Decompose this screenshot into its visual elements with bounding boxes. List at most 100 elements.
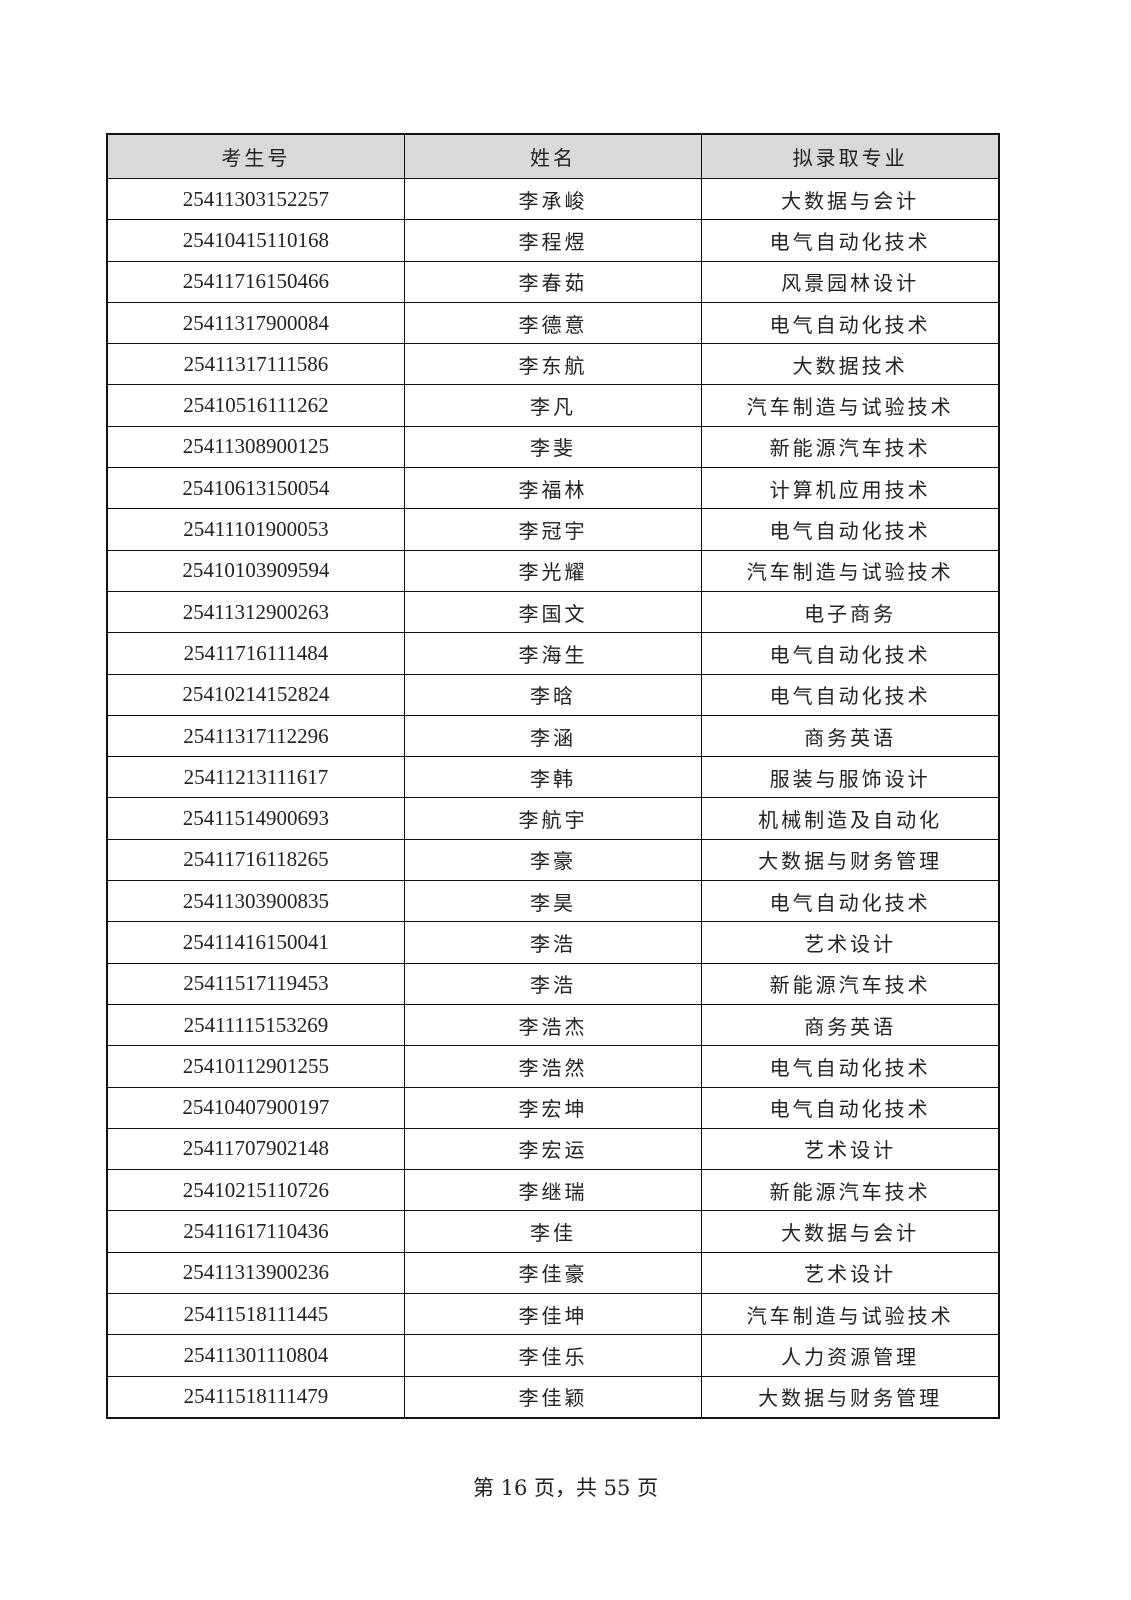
exam-id-cell: 25411101900053	[106, 508, 405, 551]
table-row: 25410103909594 李光耀 汽车制造与试验技术	[106, 549, 1000, 592]
table-row: 25411317112296 李涵 商务英语	[106, 714, 1000, 758]
exam-id-cell: 25411213111617	[106, 756, 405, 799]
exam-id-cell: 25411317111586	[106, 343, 405, 386]
major-cell: 电气自动化技术	[701, 301, 1000, 345]
table-row: 25410415110168 李程煜 电气自动化技术	[106, 219, 1000, 262]
table-row: 25411707902148 李宏运 艺术设计	[106, 1127, 1000, 1171]
major-cell: 电子商务	[701, 590, 1000, 634]
table-row: 25411303152257 李承峻 大数据与会计	[106, 177, 1000, 221]
table-row: 25411213111617 李韩 服装与服饰设计	[106, 756, 1000, 799]
name-cell: 李继瑞	[403, 1169, 703, 1212]
major-cell: 电气自动化技术	[701, 1086, 1000, 1129]
major-cell: 电气自动化技术	[701, 880, 1000, 923]
name-cell: 李涵	[403, 714, 703, 758]
exam-id-cell: 25411517119453	[106, 962, 405, 1005]
name-cell: 李豪	[403, 838, 703, 882]
name-cell: 李光耀	[403, 549, 703, 592]
table-row: 25411518111479 李佳颖 大数据与财务管理	[106, 1375, 1000, 1419]
name-cell: 李佳	[403, 1210, 703, 1253]
exam-id-cell: 25410613150054	[106, 467, 405, 510]
exam-id-cell: 25411514900693	[106, 797, 405, 840]
exam-id-cell: 25410103909594	[106, 549, 405, 592]
major-cell: 计算机应用技术	[701, 467, 1000, 510]
header-name: 姓名	[403, 133, 703, 179]
name-cell: 李宏运	[403, 1127, 703, 1171]
major-cell: 机械制造及自动化	[701, 797, 1000, 840]
table-row: 25411716150466 李春茹 风景园林设计	[106, 260, 1000, 303]
exam-id-cell: 25410214152824	[106, 673, 405, 716]
exam-id-cell: 25411707902148	[106, 1127, 405, 1171]
table-row: 25411617110436 李佳 大数据与会计	[106, 1210, 1000, 1253]
exam-id-cell: 25411518111479	[106, 1375, 405, 1419]
major-cell: 大数据与会计	[701, 177, 1000, 221]
table-row: 25411303900835 李昊 电气自动化技术	[106, 880, 1000, 923]
major-cell: 人力资源管理	[701, 1334, 1000, 1377]
exam-id-cell: 25410112901255	[106, 1045, 405, 1088]
exam-id-cell: 25411317112296	[106, 714, 405, 758]
name-cell: 李韩	[403, 756, 703, 799]
major-cell: 汽车制造与试验技术	[701, 384, 1000, 427]
table-row: 25410215110726 李继瑞 新能源汽车技术	[106, 1169, 1000, 1212]
name-cell: 李航宇	[403, 797, 703, 840]
header-major: 拟录取专业	[701, 133, 1000, 179]
major-cell: 新能源汽车技术	[701, 962, 1000, 1005]
table-row: 25411312900263 李国文 电子商务	[106, 590, 1000, 634]
major-cell: 风景园林设计	[701, 260, 1000, 303]
exam-id-cell: 25411317900084	[106, 301, 405, 345]
exam-id-cell: 25411308900125	[106, 425, 405, 469]
table-row: 25411517119453 李浩 新能源汽车技术	[106, 962, 1000, 1005]
major-cell: 电气自动化技术	[701, 632, 1000, 675]
table-row: 25410112901255 李浩然 电气自动化技术	[106, 1045, 1000, 1088]
major-cell: 艺术设计	[701, 921, 1000, 964]
page-number: 第 16 页，共 55 页	[472, 1476, 659, 1500]
major-cell: 大数据与财务管理	[701, 838, 1000, 882]
major-cell: 艺术设计	[701, 1251, 1000, 1295]
name-cell: 李冠宇	[403, 508, 703, 551]
name-cell: 李浩	[403, 962, 703, 1005]
table-row: 25411317900084 李德意 电气自动化技术	[106, 301, 1000, 345]
major-cell: 艺术设计	[701, 1127, 1000, 1171]
table-row: 25411317111586 李东航 大数据技术	[106, 343, 1000, 386]
header-exam-id: 考生号	[106, 133, 405, 179]
table-row: 25411115153269 李浩杰 商务英语	[106, 1003, 1000, 1047]
major-cell: 大数据与会计	[701, 1210, 1000, 1253]
major-cell: 电气自动化技术	[701, 673, 1000, 716]
exam-id-cell: 25410407900197	[106, 1086, 405, 1129]
exam-id-cell: 25411115153269	[106, 1003, 405, 1047]
major-cell: 新能源汽车技术	[701, 1169, 1000, 1212]
exam-id-cell: 25411716111484	[106, 632, 405, 675]
table-row: 25411301110804 李佳乐 人力资源管理	[106, 1334, 1000, 1377]
major-cell: 汽车制造与试验技术	[701, 549, 1000, 592]
major-cell: 电气自动化技术	[701, 1045, 1000, 1088]
major-cell: 汽车制造与试验技术	[701, 1293, 1000, 1336]
table-row: 25411416150041 李浩 艺术设计	[106, 921, 1000, 964]
table-row: 25411514900693 李航宇 机械制造及自动化	[106, 797, 1000, 840]
table-row: 25410214152824 李晗 电气自动化技术	[106, 673, 1000, 716]
major-cell: 大数据与财务管理	[701, 1375, 1000, 1419]
name-cell: 李凡	[403, 384, 703, 427]
major-cell: 商务英语	[701, 1003, 1000, 1047]
major-cell: 新能源汽车技术	[701, 425, 1000, 469]
exam-id-cell: 25411416150041	[106, 921, 405, 964]
exam-id-cell: 25411313900236	[106, 1251, 405, 1295]
name-cell: 李佳乐	[403, 1334, 703, 1377]
major-cell: 商务英语	[701, 714, 1000, 758]
exam-id-cell: 25411312900263	[106, 590, 405, 634]
exam-id-cell: 25411303152257	[106, 177, 405, 221]
table-row: 25411716118265 李豪 大数据与财务管理	[106, 838, 1000, 882]
name-cell: 李程煜	[403, 219, 703, 262]
name-cell: 李佳豪	[403, 1251, 703, 1295]
major-cell: 大数据技术	[701, 343, 1000, 386]
table-row: 25410516111262 李凡 汽车制造与试验技术	[106, 384, 1000, 427]
table-row: 25410613150054 李福林 计算机应用技术	[106, 467, 1000, 510]
table-row: 25411308900125 李斐 新能源汽车技术	[106, 425, 1000, 469]
name-cell: 李佳颖	[403, 1375, 703, 1419]
name-cell: 李浩杰	[403, 1003, 703, 1047]
admission-table: 考生号 姓名 拟录取专业 25411303152257 李承峻 大数据与会计 2541…	[106, 133, 1000, 1419]
name-cell: 李春茹	[403, 260, 703, 303]
name-cell: 李斐	[403, 425, 703, 469]
table-row: 25411518111445 李佳坤 汽车制造与试验技术	[106, 1293, 1000, 1336]
major-cell: 电气自动化技术	[701, 219, 1000, 262]
table-row: 25411313900236 李佳豪 艺术设计	[106, 1251, 1000, 1295]
name-cell: 李昊	[403, 880, 703, 923]
